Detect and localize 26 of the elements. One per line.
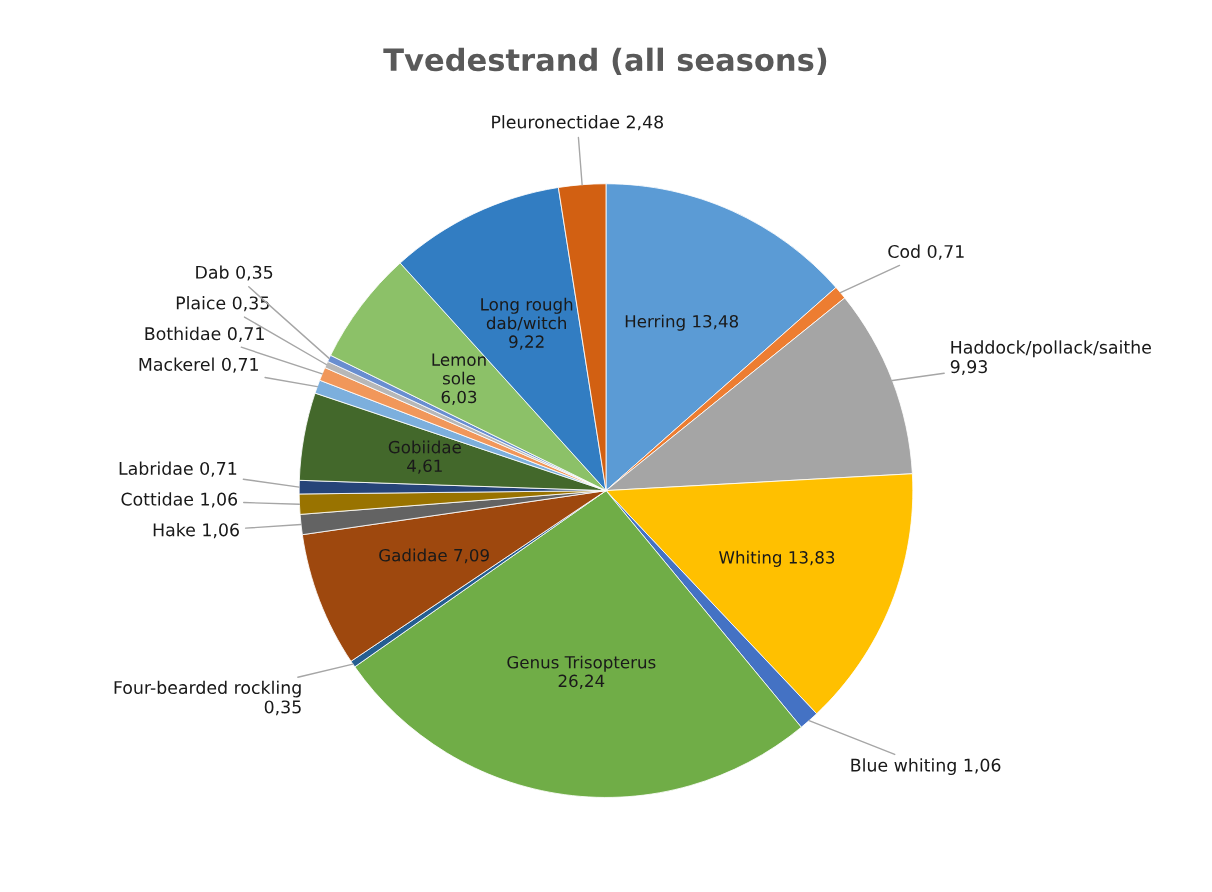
slice-label: Lemon sole — [432, 353, 486, 385]
slice-label: Mackerel 0,71 — [139, 357, 258, 373]
slice-label: Blue whiting 1,06 — [851, 758, 1001, 776]
slice-label: Plaice 0,35 — [176, 296, 269, 312]
slice-label: Whiting 13,83 — [719, 550, 835, 567]
slice-label: Four-bearded rockling — [114, 680, 301, 698]
slice-label: Bothidae 0,71 — [145, 326, 264, 342]
data-label: 9,22 — [509, 335, 544, 350]
slice-label: Pleuronectidae 2,48 — [492, 115, 664, 131]
data-label: 4,61 — [407, 459, 442, 474]
slice-label: Genus Trisopterus — [507, 655, 656, 672]
data-label: 9,93 — [950, 360, 987, 375]
slice-label: Cottidae 1,06 — [121, 492, 238, 508]
slice-label: Herring 13,48 — [625, 314, 739, 331]
slice-label: Labridae 0,71 — [119, 461, 237, 477]
slice-label: Gadidae 7,09 — [379, 548, 489, 564]
slice-label: Dab 0,35 — [196, 265, 273, 281]
slice-label: Cod 0,71 — [888, 244, 964, 260]
chart-title: Tvedestrand (all seasons) — [383, 47, 827, 75]
data-label: 26,24 — [558, 674, 605, 689]
slice-label: Gobiidae — [388, 440, 461, 454]
data-label: 0,35 — [264, 700, 301, 716]
data-label: 6,03 — [441, 390, 477, 405]
slice-label: Long rough dab/witch — [481, 297, 573, 331]
slice-label: Haddock/pollack/saithe — [951, 340, 1151, 358]
slice-label: Hake 1,06 — [153, 522, 239, 539]
